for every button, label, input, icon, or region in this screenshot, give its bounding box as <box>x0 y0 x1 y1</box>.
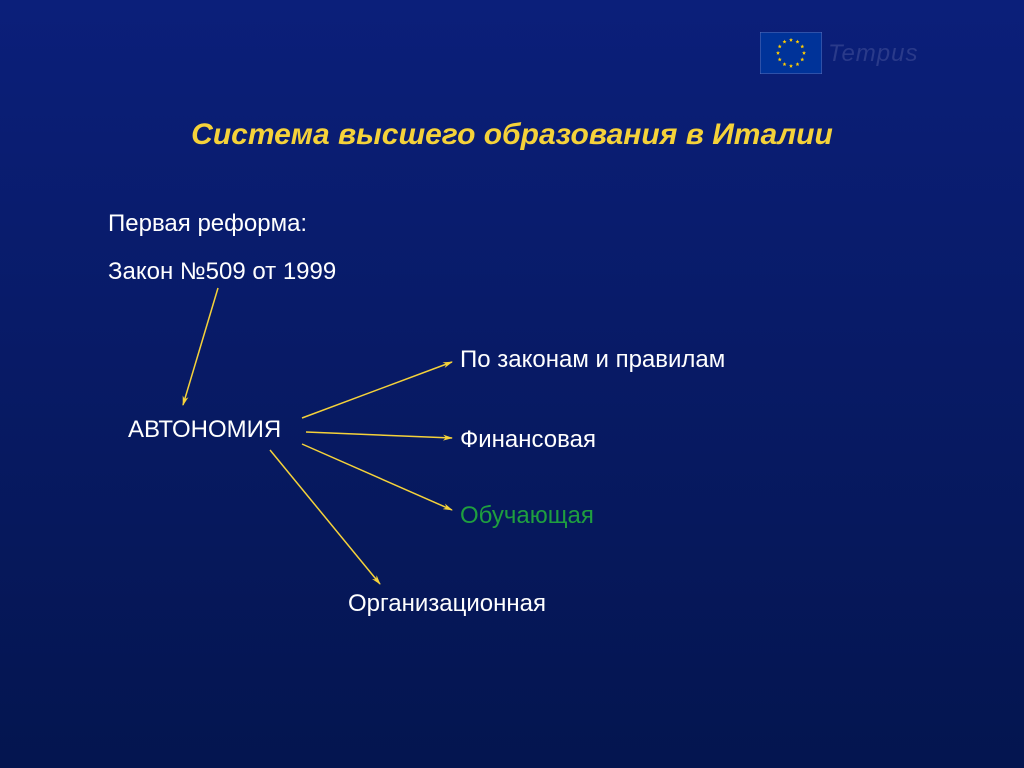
text-law-509: Закон №509 от 1999 <box>108 258 336 286</box>
node-financial: Финансовая <box>460 426 596 454</box>
arrow <box>270 450 380 584</box>
arrow <box>302 444 452 510</box>
node-organizational: Организационная <box>348 590 546 618</box>
eu-flag-svg <box>760 32 822 74</box>
node-educational: Обучающая <box>460 502 594 530</box>
arrows-layer <box>0 0 1024 768</box>
node-autonomy: АВТОНОМИЯ <box>128 416 281 444</box>
eu-flag-icon <box>760 32 822 74</box>
slide-title: Система высшего образования в Италии <box>0 118 1024 152</box>
slide-root: Tempus Система высшего образования в Ита… <box>0 0 1024 768</box>
arrow <box>306 432 452 438</box>
arrow <box>183 288 218 405</box>
arrow <box>302 362 452 418</box>
tempus-label: Tempus <box>828 40 919 68</box>
node-by-law: По законам и правилам <box>460 346 725 374</box>
text-first-reform: Первая реформа: <box>108 210 307 238</box>
